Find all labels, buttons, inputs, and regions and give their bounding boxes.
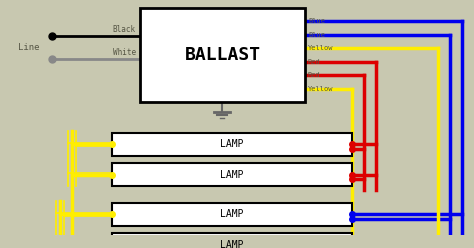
Text: LAMP: LAMP <box>220 240 244 248</box>
Bar <box>112 203 352 226</box>
Text: BALLAST: BALLAST <box>184 46 261 64</box>
Text: LAMP: LAMP <box>220 170 244 180</box>
Text: White: White <box>113 48 136 57</box>
Text: Red: Red <box>308 59 321 65</box>
Bar <box>112 163 352 186</box>
Bar <box>140 8 305 102</box>
Text: Line: Line <box>18 43 39 52</box>
Text: Black: Black <box>113 25 136 34</box>
Text: LAMP: LAMP <box>220 139 244 149</box>
Text: LAMP: LAMP <box>220 209 244 219</box>
Text: Yellow: Yellow <box>308 86 334 92</box>
Text: Yellow: Yellow <box>308 45 334 51</box>
Text: Blue: Blue <box>308 32 325 38</box>
Bar <box>112 233 352 248</box>
Bar <box>112 133 352 155</box>
Text: Red: Red <box>308 72 321 78</box>
Text: Blue: Blue <box>308 18 325 24</box>
